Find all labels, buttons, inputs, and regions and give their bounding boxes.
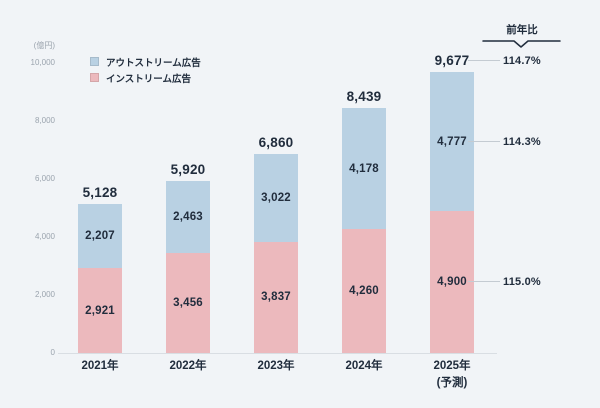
yoy-value-instream: 115.0%: [503, 275, 541, 288]
x-axis-sublabel-2025: (予測): [436, 377, 468, 389]
bar-2021-outstream-value: 2,207: [85, 230, 115, 243]
yoy-value-outstream: 114.3%: [503, 135, 541, 148]
y-tick-label-0: 0: [50, 348, 55, 357]
bar-2025-outstream: [430, 72, 474, 211]
y-tick-label-2000: 2,000: [34, 290, 55, 299]
bar-2023-instream-value: 3,837: [261, 291, 291, 304]
y-tick-label-6000: 6,000: [34, 174, 55, 183]
x-axis-label-2025: 2025年: [433, 360, 471, 372]
bar-2022-instream: [166, 252, 210, 353]
y-tick-label-4000: 4,000: [34, 232, 55, 241]
x-axis-label-2021: 2021年: [81, 360, 119, 372]
legend: アウトストリーム広告 インストリーム広告: [90, 56, 201, 88]
bar-2023-instream: [254, 241, 298, 353]
yoy-header-label: 前年比: [506, 24, 538, 36]
legend-item-outstream: アウトストリーム広告: [90, 56, 201, 69]
bar-2025-outstream-value: 4,777: [437, 135, 467, 148]
bar-2021-outstream: [78, 204, 122, 269]
bar-2023-total-value: 6,860: [258, 135, 294, 151]
bar-2023-outstream: [254, 154, 298, 242]
x-axis-line: [58, 353, 497, 354]
bar-2025-instream-value: 4,900: [437, 275, 467, 288]
bar-2021-total-value: 5,128: [82, 185, 118, 201]
bar-2023-outstream-value: 3,022: [261, 191, 291, 204]
y-axis-unit-label: (億円): [33, 41, 55, 50]
bar-2025-instream: [430, 210, 474, 353]
y-tick-label-8000: 8,000: [34, 116, 55, 125]
yoy-bracket-line: [482, 40, 561, 48]
legend-item-instream: インストリーム広告: [90, 72, 201, 85]
bar-2024-outstream: [342, 108, 386, 230]
bar-2024-outstream-value: 4,178: [349, 162, 379, 175]
yoy-connector-outstream: [468, 141, 500, 143]
x-axis-label-2024: 2024年: [345, 360, 383, 372]
x-axis-label-2023: 2023年: [257, 360, 295, 372]
yoy-connector-instream: [468, 281, 500, 283]
bar-2022-total-value: 5,920: [170, 162, 206, 178]
yoy-connector-total: [468, 60, 500, 62]
bar-2022-outstream: [166, 181, 210, 253]
legend-swatch-instream: [90, 73, 99, 82]
legend-label-instream: インストリーム広告: [106, 73, 192, 85]
bar-2021-instream-value: 2,921: [85, 304, 115, 317]
bar-2024-instream: [342, 229, 386, 353]
legend-swatch-outstream: [90, 57, 99, 66]
bar-2025-total-value: 9,677: [434, 53, 470, 69]
x-axis-label-2022: 2022年: [169, 360, 207, 372]
bar-2024-total-value: 8,439: [346, 89, 382, 105]
legend-label-outstream: アウトストリーム広告: [106, 57, 201, 69]
bar-2022-outstream-value: 2,463: [173, 211, 203, 224]
bar-2024-instream-value: 4,260: [349, 285, 379, 298]
y-tick-label-10000: 10,000: [30, 58, 55, 67]
yoy-value-total: 114.7%: [503, 54, 541, 67]
bar-2021-instream: [78, 268, 122, 353]
bar-2022-instream-value: 3,456: [173, 296, 203, 309]
